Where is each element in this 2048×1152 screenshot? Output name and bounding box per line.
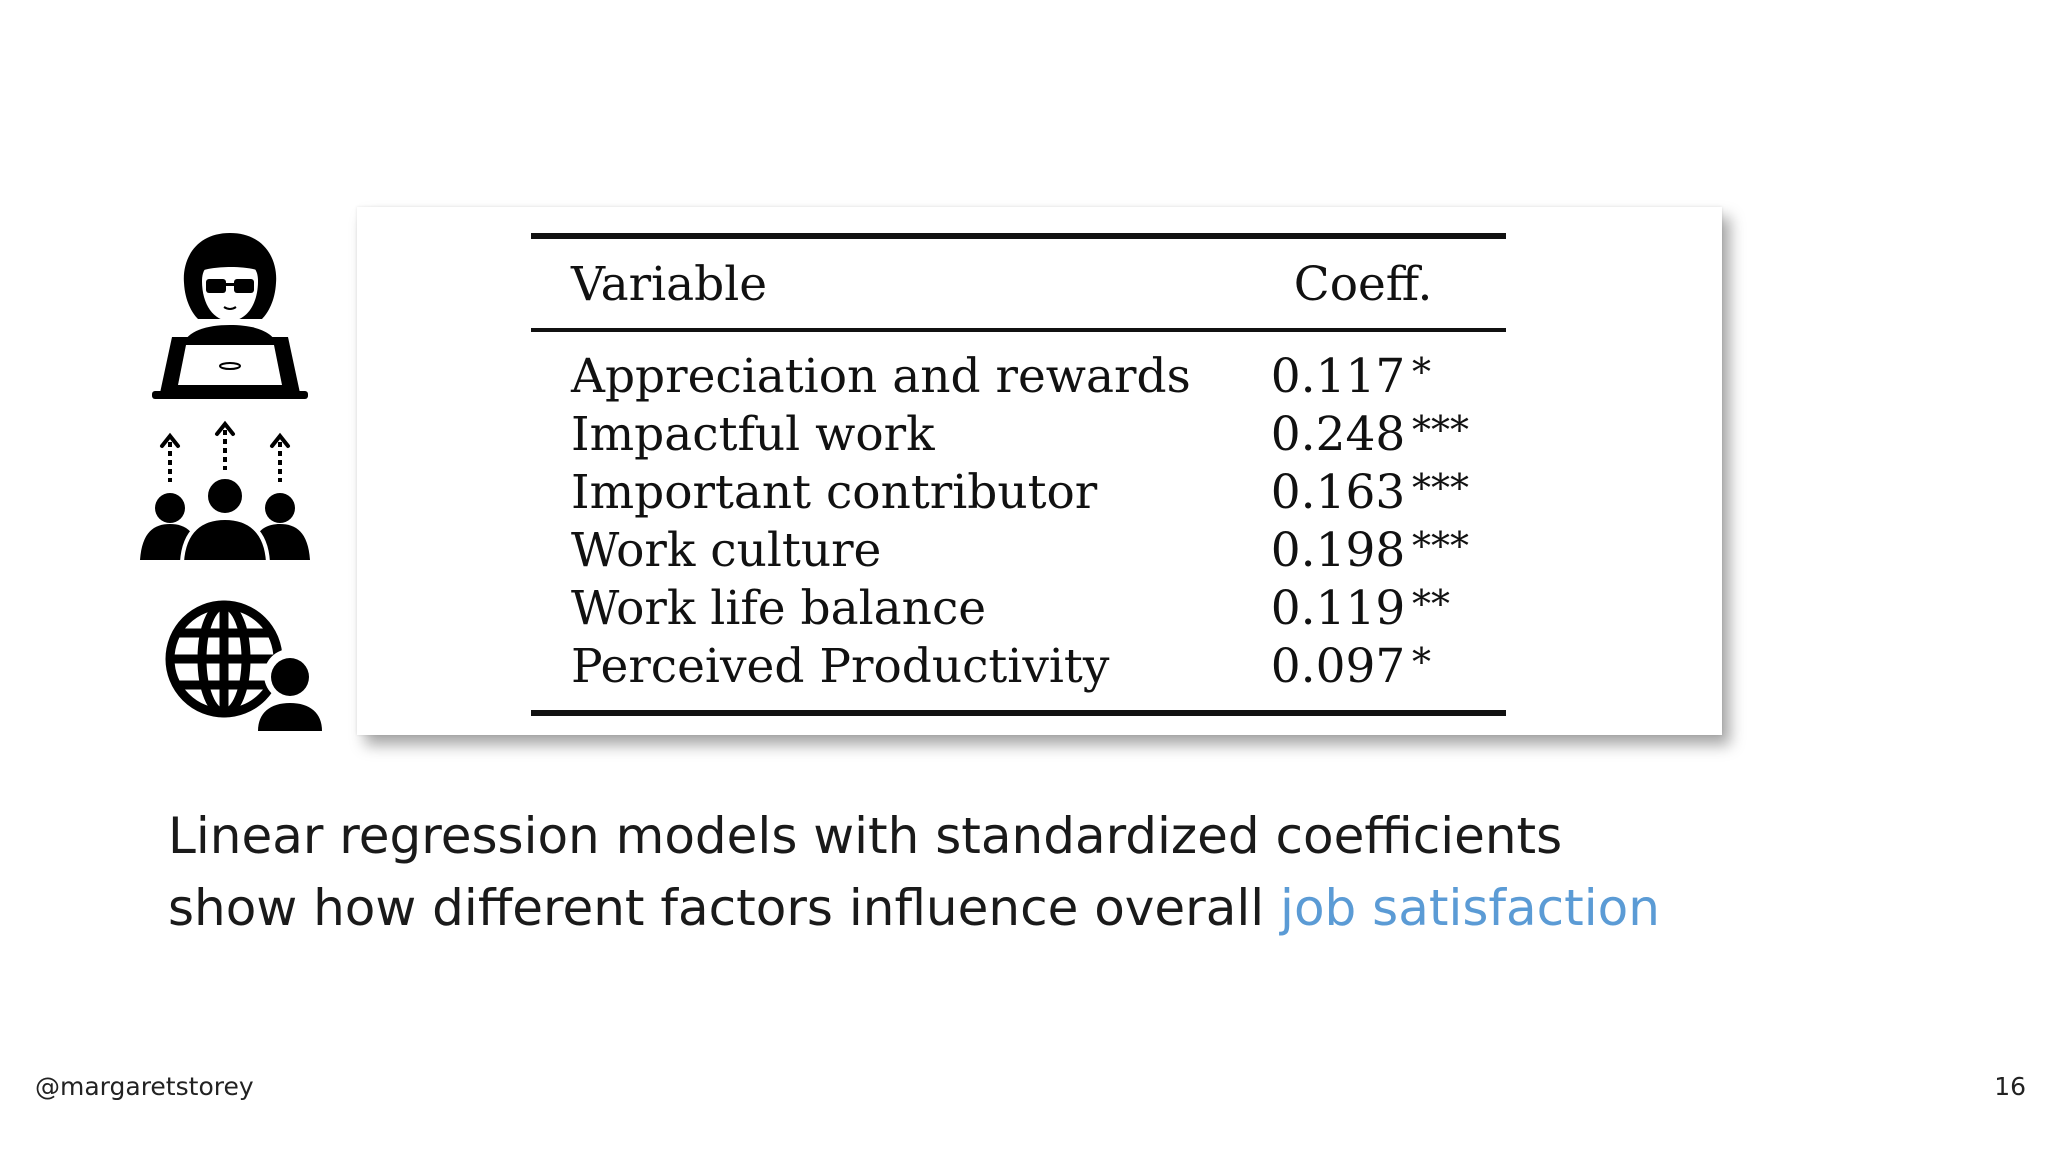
developer-with-laptop-icon — [152, 233, 308, 399]
significance-cell: * — [1412, 350, 1432, 394]
caption-line-1: Linear regression models with standardiz… — [168, 807, 1563, 865]
variable-cell: Appreciation and rewards — [571, 349, 1191, 404]
significance-cell: *** — [1412, 524, 1470, 568]
significance-cell: *** — [1412, 408, 1470, 452]
variable-cell: Perceived Productivity — [531, 638, 1191, 716]
author-handle: @margaretstorey — [35, 1072, 254, 1101]
table-row: Work life balance 0.119 ** — [531, 580, 1506, 638]
table-row: Impactful work 0.248 *** — [531, 406, 1506, 464]
table-row: Appreciation and rewards 0.117 * — [531, 330, 1506, 406]
significance-cell: ** — [1412, 582, 1451, 626]
coeff-cell: 0.248 — [1270, 407, 1406, 462]
table-row: Work culture 0.198 *** — [531, 522, 1506, 580]
variable-cell: Important contributor — [571, 465, 1098, 520]
coeff-cell: 0.117 — [1270, 349, 1406, 404]
caption-line-2: show how different factors influence ove… — [168, 872, 1868, 944]
caption-line-2-text: show how different factors influence ove… — [168, 879, 1281, 937]
coeff-cell: 0.119 — [1270, 581, 1406, 636]
variable-cell: Work culture — [571, 523, 882, 578]
variable-header: Variable — [531, 233, 1191, 332]
icon-column — [140, 225, 330, 755]
coeff-cell: 0.163 — [1270, 465, 1406, 520]
table-row: Perceived Productivity 0.097 * — [531, 638, 1506, 716]
coeff-cell: 0.198 — [1270, 523, 1406, 578]
table-row: Important contributor 0.163 *** — [531, 464, 1506, 522]
slide-caption: Linear regression models with standardiz… — [168, 800, 1868, 944]
globe-user-icon — [165, 600, 322, 732]
variable-cell: Impactful work — [571, 407, 935, 462]
team-growth-icon — [140, 420, 310, 564]
significance-cell: *** — [1412, 466, 1470, 510]
page-number: 16 — [1994, 1072, 2026, 1101]
regression-table: Variable Coeff. Appreciation and rewards… — [531, 233, 1506, 716]
regression-table-card: Variable Coeff. Appreciation and rewards… — [357, 207, 1722, 735]
variable-cell: Work life balance — [571, 581, 987, 636]
coeff-header: Coeff. — [1190, 233, 1506, 332]
caption-highlight: job satisfaction — [1280, 879, 1660, 937]
significance-cell: * — [1408, 638, 1506, 716]
table-header-row: Variable Coeff. — [531, 233, 1506, 332]
coeff-cell: 0.097 — [1190, 638, 1409, 716]
